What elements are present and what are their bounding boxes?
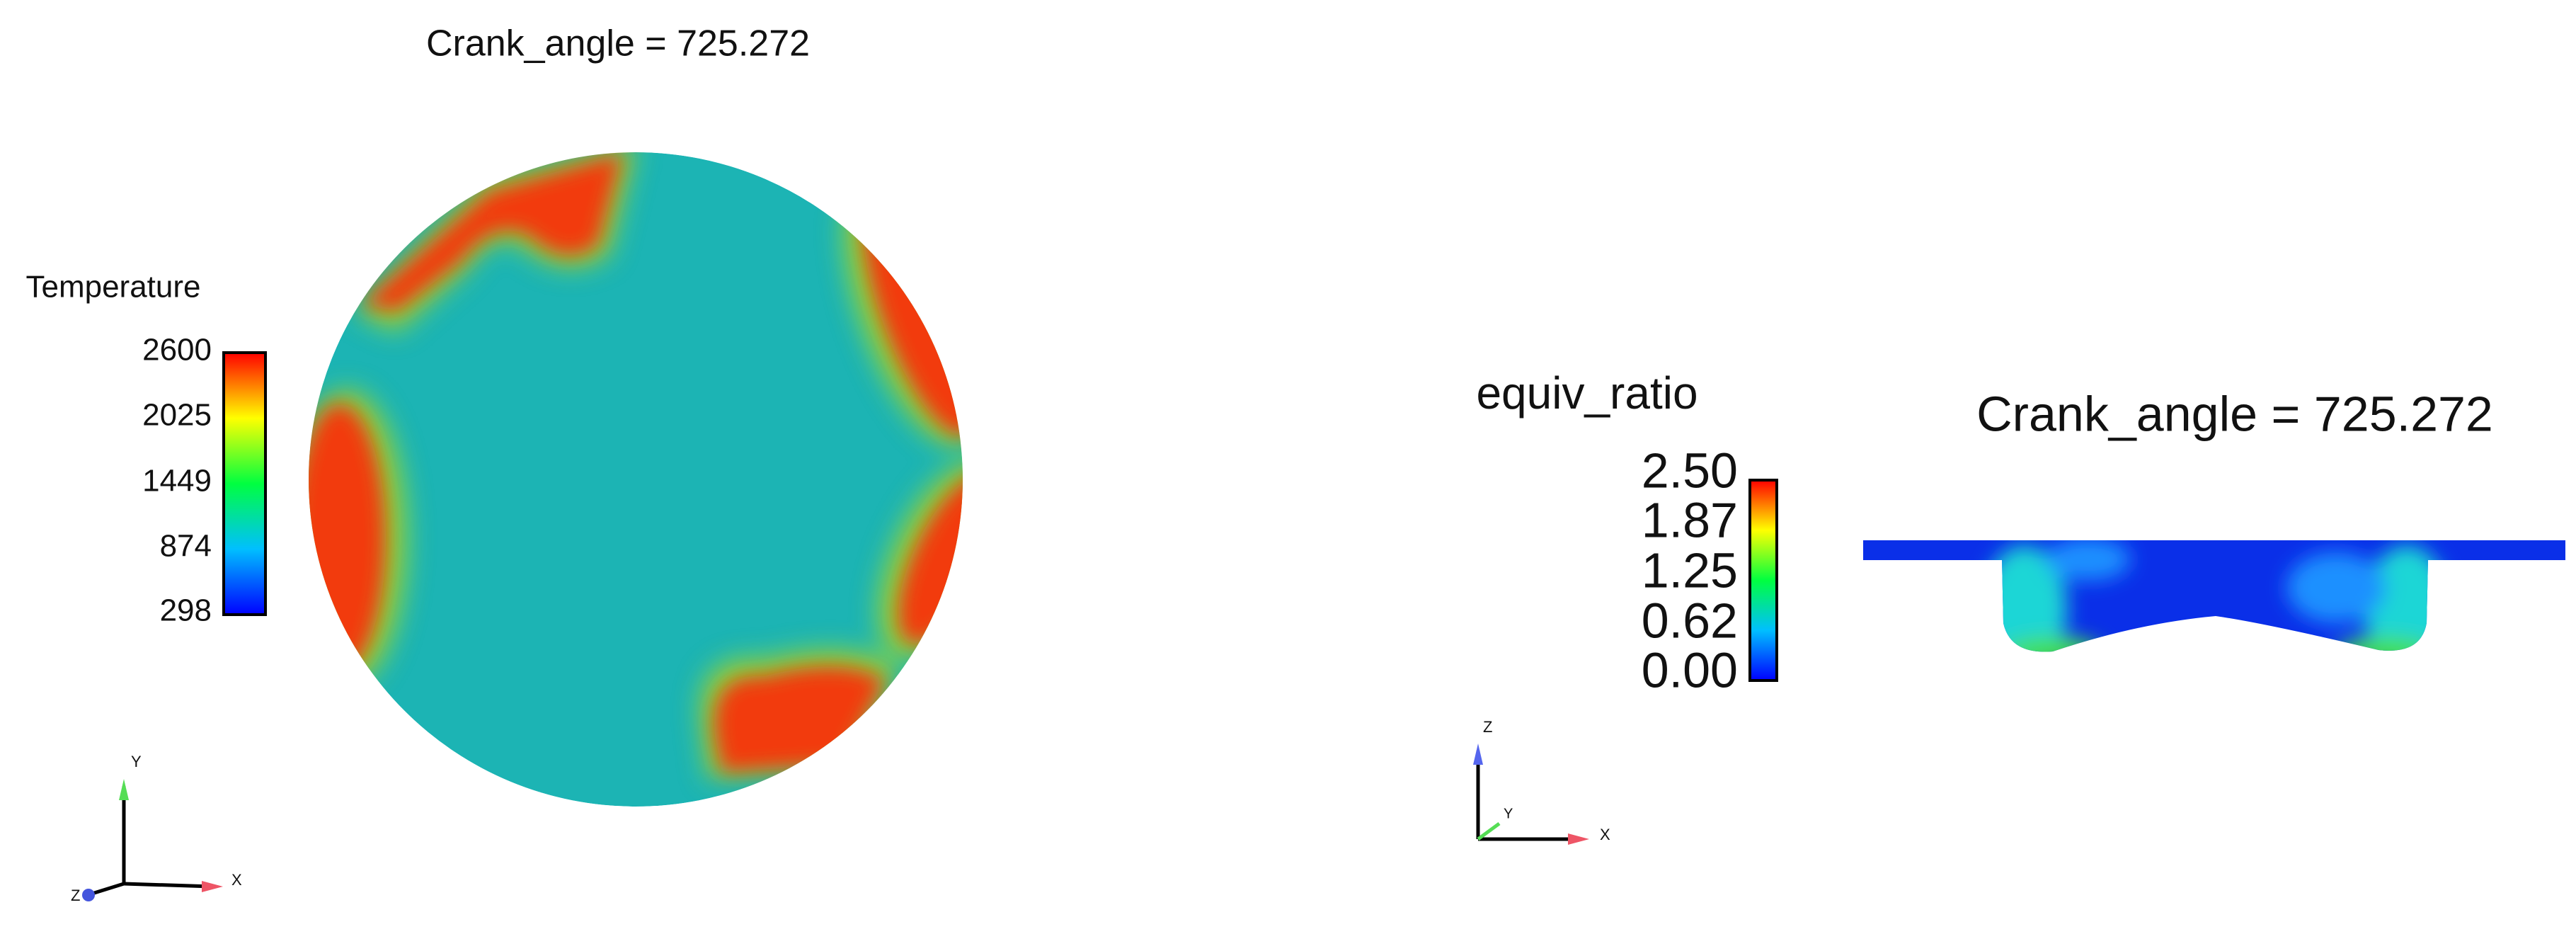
tick-label: 2600 [142,333,212,368]
title: Crank_angle = 725.272 [426,23,810,64]
title: Crank_angle = 725.272 [1976,386,2493,441]
axis-label: Z [71,887,80,904]
axis-label: X [1600,826,1610,843]
tick-label: 874 [160,529,212,564]
legend-title: Temperature [25,270,200,304]
axis-label: Z [1483,718,1492,736]
tick-label: 1.25 [1642,542,1738,598]
axis [1477,821,1501,841]
axis [91,882,125,896]
equiv-ratio-field [1863,540,2565,652]
legend-ticks: 2600 2025 1449 874 298 [142,333,212,628]
tick-label: 2025 [142,398,212,433]
tick-label: 2.50 [1642,443,1738,498]
axis-arrow [119,779,129,800]
legend-ticks: 2.50 1.87 1.25 0.62 0.00 [1642,443,1738,697]
tick-label: 0.00 [1642,642,1738,697]
colorbar [1748,479,1778,682]
axis-arrow [82,889,95,901]
axis-label: X [231,871,242,889]
tick-label: 298 [160,593,212,628]
colorbar [222,351,267,616]
temperature-field [309,152,963,807]
axis-arrow [1568,833,1589,845]
tick-label: 1449 [142,464,212,499]
axis-label: Y [131,753,142,770]
axis-triad: Y X Z [71,753,242,904]
axis [123,882,213,889]
tick-label: 1.87 [1642,492,1738,547]
axis-triad: Z X Y [1473,718,1610,845]
axis-arrow [1473,744,1483,765]
tick-label: 0.62 [1642,593,1738,648]
axis-label: Y [1504,806,1513,821]
axis-arrow [202,881,223,892]
legend-title: equiv_ratio [1476,368,1698,418]
